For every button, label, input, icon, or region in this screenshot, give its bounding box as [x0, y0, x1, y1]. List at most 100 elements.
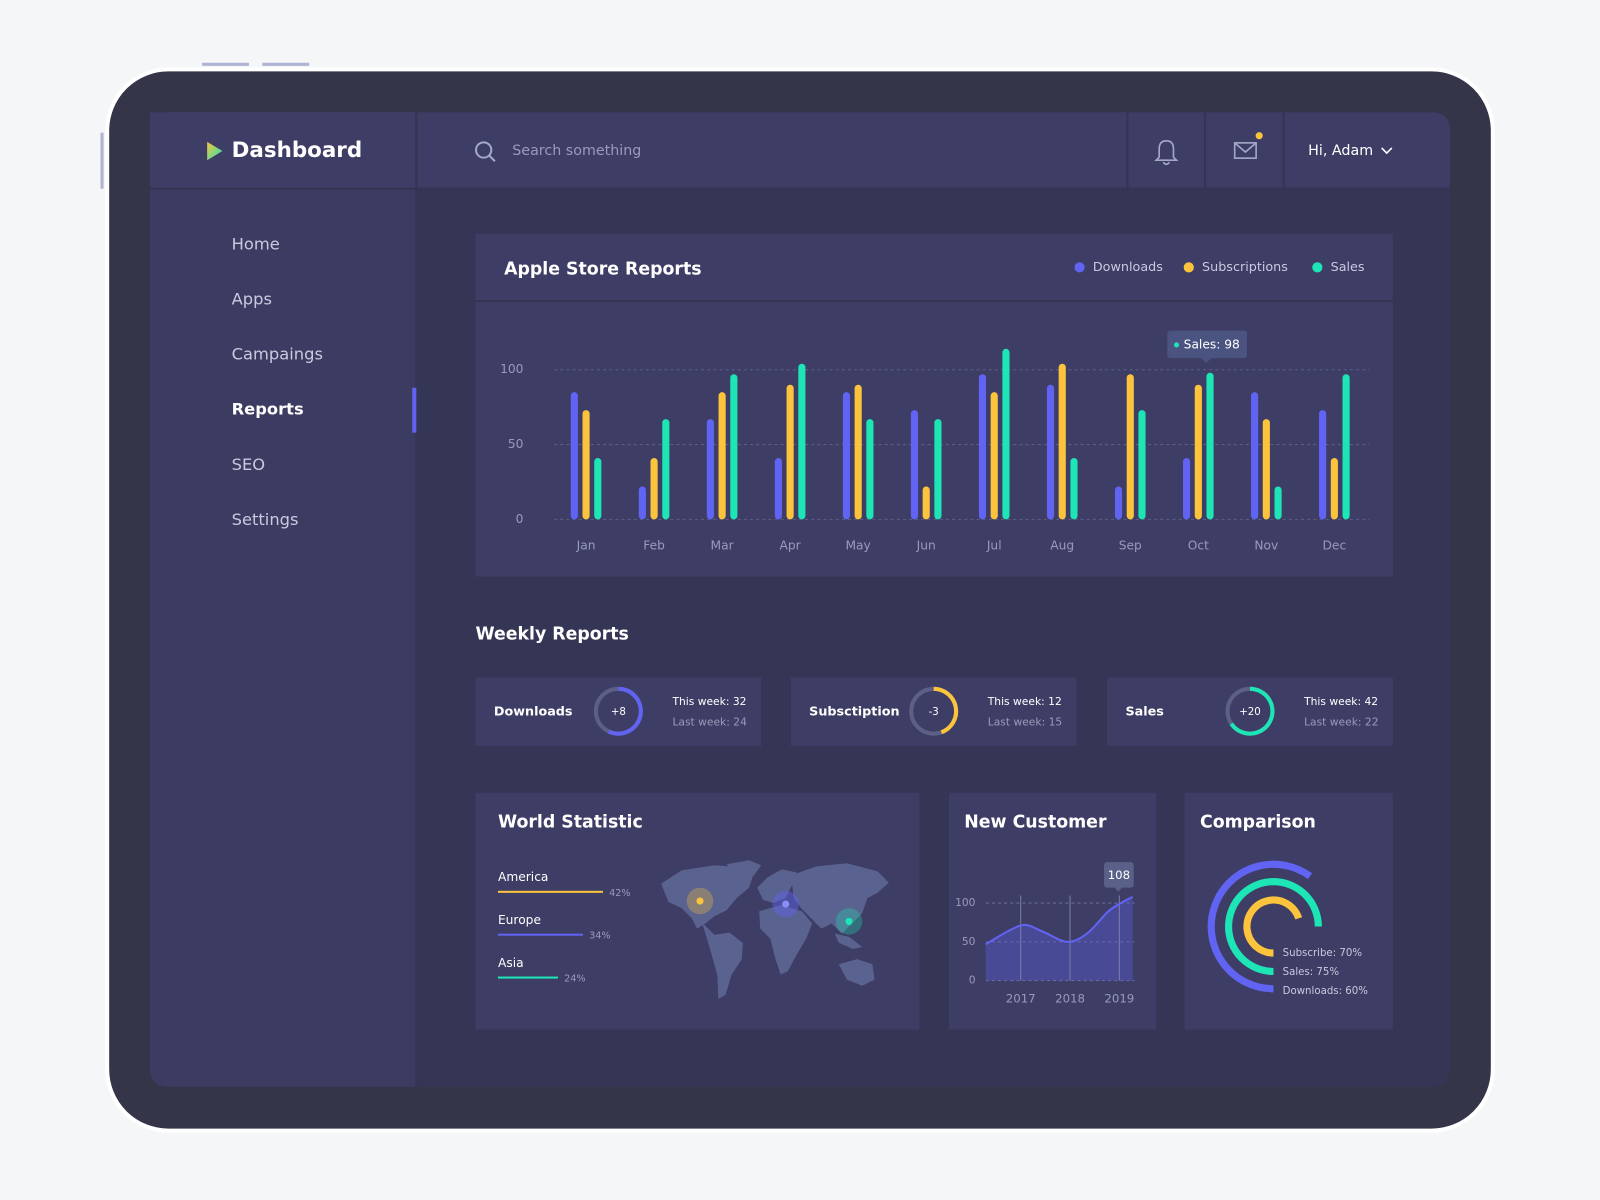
bar: [1046, 384, 1055, 520]
bar: [1070, 458, 1078, 520]
x-tick-label: Jun: [916, 538, 936, 552]
mail-icon: [1233, 142, 1257, 159]
comparison-card: [1184, 792, 1393, 1030]
y-tick-label: 50: [508, 437, 524, 451]
search-icon: [488, 154, 496, 162]
bar: [1114, 486, 1123, 520]
bar: [786, 384, 794, 520]
user-menu[interactable]: Hi, Adam: [1308, 143, 1393, 159]
nav-item[interactable]: Reports: [232, 400, 304, 419]
bar: [798, 363, 806, 520]
last-week: Last week: 15: [988, 715, 1062, 728]
tooltip-pointer: [1114, 887, 1123, 892]
search-box[interactable]: Search something: [475, 141, 641, 162]
legend-dot: [1312, 262, 1323, 273]
bar: [706, 419, 714, 520]
unread-dot: [1255, 132, 1263, 140]
tooltip-pointer: [1201, 358, 1212, 364]
card-name: Subsctiption: [809, 705, 899, 720]
legend-label: Subscriptions: [1202, 260, 1288, 275]
donut-arc: [1243, 896, 1303, 957]
bar: [638, 486, 646, 520]
chevron: [1381, 147, 1393, 155]
bar: [582, 410, 590, 520]
continent: [759, 905, 813, 975]
x-tick-label: Jul: [986, 538, 1002, 552]
mail-icon: [1234, 142, 1257, 154]
logo-icon: [207, 141, 223, 161]
y-tick-label: 0: [516, 512, 524, 526]
card-name: Downloads: [494, 705, 573, 720]
map-dot: [782, 900, 790, 908]
ring-change: +8: [611, 707, 626, 718]
legend-dot: [1183, 262, 1194, 273]
bar: [570, 392, 578, 520]
bar: [1194, 384, 1202, 520]
bar: [1342, 374, 1350, 520]
bar: [990, 392, 998, 520]
continent: [757, 869, 797, 904]
x-tick-label: 2019: [1104, 991, 1134, 1005]
x-tick-label: Sep: [1119, 538, 1142, 552]
donut-arc: [1207, 860, 1313, 993]
world-map: [661, 860, 889, 999]
bar: [774, 458, 782, 520]
nav-item[interactable]: SEO: [232, 455, 266, 474]
map-dot: [696, 897, 704, 905]
y-tick-label: 50: [962, 935, 976, 948]
bar: [662, 419, 670, 520]
customer-card: [948, 792, 1157, 1030]
nav-item[interactable]: Campaings: [232, 345, 323, 364]
bar: [730, 374, 738, 520]
nav-item[interactable]: Apps: [232, 290, 272, 309]
bar: [934, 419, 942, 520]
notifications-button[interactable]: [1154, 139, 1179, 166]
continent: [702, 922, 743, 999]
region-name: Europe: [498, 913, 541, 927]
bar: [1126, 374, 1134, 520]
x-tick-label: Dec: [1323, 538, 1347, 552]
tooltip-dot: [1173, 342, 1180, 348]
legend-dot: [1074, 262, 1085, 273]
bar: [978, 374, 987, 520]
last-week: Last week: 22: [1304, 715, 1378, 728]
bar: [854, 384, 862, 520]
nav-item[interactable]: Home: [232, 234, 280, 253]
y-tick-label: 100: [500, 362, 523, 376]
x-tick-label: May: [846, 538, 871, 552]
x-tick-label: Aug: [1050, 538, 1074, 552]
nav-item[interactable]: Settings: [232, 510, 299, 529]
bar: [842, 392, 850, 520]
logo-area: [150, 112, 417, 189]
bar: [1206, 372, 1214, 520]
continent: [661, 865, 754, 929]
card-name: Sales: [1126, 705, 1164, 720]
region-value: 42%: [609, 888, 631, 899]
bar: [1002, 348, 1010, 520]
y-tick-label: 0: [969, 974, 976, 987]
line: [985, 895, 1134, 946]
x-tick-label: 2018: [1055, 991, 1085, 1005]
bar: [1251, 392, 1259, 520]
bar: [1262, 419, 1270, 520]
donut-label: Sales: 75%: [1283, 967, 1340, 978]
top-bar: [416, 112, 1450, 189]
y-tick-label: 100: [955, 896, 976, 909]
bar: [594, 458, 602, 520]
x-tick-label: Apr: [780, 538, 802, 552]
bar: [650, 458, 658, 520]
sidebar: [150, 112, 417, 1087]
bar: [1182, 458, 1191, 520]
region-bar: [497, 976, 558, 979]
data-label: 108: [1108, 868, 1130, 882]
region-bar: [497, 890, 603, 893]
ring-arc: [1229, 686, 1275, 736]
last-week: Last week: 24: [672, 715, 747, 728]
chart-title: Apple Store Reports: [504, 259, 702, 279]
tooltip: Sales: 98: [1167, 330, 1247, 364]
user-greeting: Hi, Adam: [1308, 143, 1373, 159]
messages-button[interactable]: [1233, 132, 1263, 159]
bar: [1274, 486, 1282, 520]
legend-label: Downloads: [1093, 260, 1163, 275]
